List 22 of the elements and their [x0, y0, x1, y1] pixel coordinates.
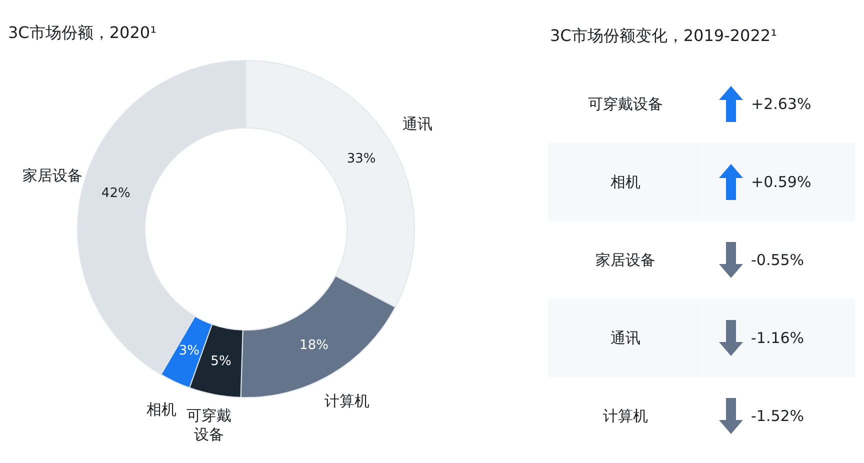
- chart-title: 3C市场份额，2020¹: [8, 23, 156, 43]
- category-label: 计算机: [602, 406, 649, 426]
- slice-label: 可穿戴设备: [186, 406, 232, 444]
- data-label: +0.59%: [751, 173, 812, 191]
- slice-label: 相机: [146, 400, 176, 419]
- category-label: 家居设备: [594, 250, 656, 270]
- data-label: 42%: [101, 186, 130, 202]
- slice-label: 计算机: [324, 392, 370, 410]
- category-label: 相机: [610, 172, 642, 192]
- data-label: 3%: [178, 344, 200, 359]
- category-label: 通讯: [610, 328, 642, 348]
- slice-label: 通讯: [402, 115, 433, 134]
- data-label: -1.52%: [751, 407, 804, 425]
- data-label: -1.16%: [751, 329, 804, 347]
- data-label: -0.55%: [751, 251, 804, 269]
- slice-label: 家居设备: [22, 166, 82, 184]
- data-label: 33%: [346, 152, 376, 167]
- data-label: +2.63%: [751, 95, 812, 113]
- text: 3C市场份额变化，2019-2022¹: [550, 26, 777, 46]
- category-label: 可穿戴设备: [587, 94, 664, 114]
- data-label: 18%: [300, 338, 328, 353]
- data-label: 5%: [210, 354, 232, 369]
